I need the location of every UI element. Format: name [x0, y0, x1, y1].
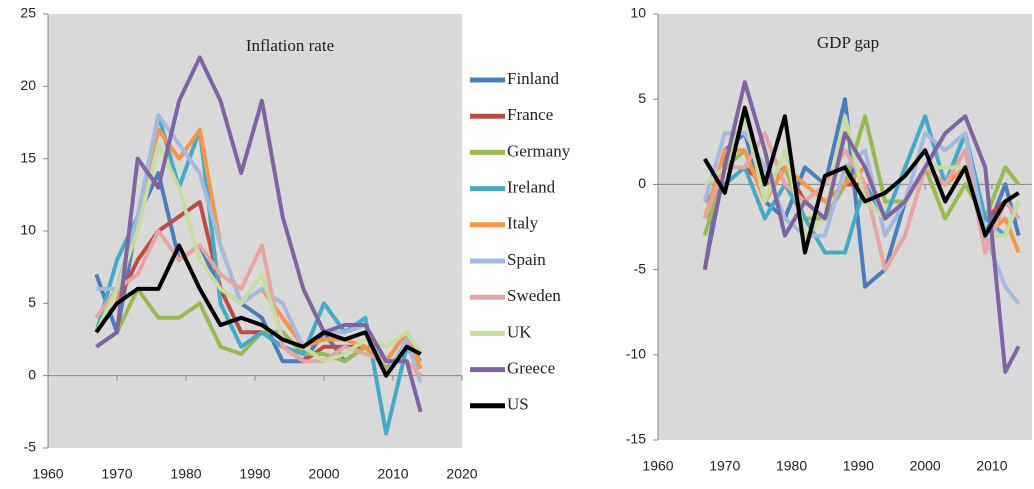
y-tick-label: 10: [20, 222, 36, 238]
x-tick-label: 2010: [377, 466, 408, 482]
chart-title: GDP gap: [817, 33, 879, 52]
series-line: [94, 243, 422, 378]
plot-area: [658, 14, 1032, 440]
y-tick-label: -15: [626, 431, 646, 447]
y-tick-label: -5: [24, 439, 37, 455]
legend-label: Spain: [507, 250, 546, 269]
series-line: [95, 55, 423, 413]
x-tick-label: 2020: [446, 466, 477, 482]
x-tick-label: 1960: [642, 458, 673, 474]
y-tick-label: 0: [638, 175, 646, 191]
legend-label: Germany: [507, 141, 571, 160]
x-tick-label: 2000: [910, 458, 941, 474]
series-line: [94, 142, 423, 364]
legend-label: Sweden: [507, 286, 561, 305]
y-tick-label: -5: [634, 260, 647, 276]
series-line: [702, 80, 1021, 374]
x-tick-label: 1960: [32, 466, 63, 482]
legend-label: Finland: [507, 69, 559, 88]
legend-label: US: [507, 395, 529, 414]
y-tick-label: 15: [20, 149, 36, 165]
series-line: [703, 105, 1020, 255]
y-tick-label: 5: [28, 294, 36, 310]
legend-label: UK: [507, 322, 532, 341]
y-tick-label: -10: [626, 346, 646, 362]
x-tick-label: 2010: [976, 458, 1007, 474]
x-tick-label: 1990: [843, 458, 874, 474]
y-tick-label: 25: [20, 5, 36, 21]
x-tick-label: 2000: [308, 466, 339, 482]
y-tick-label: 5: [638, 90, 646, 106]
y-tick-label: 20: [20, 77, 36, 93]
y-tick-label: 0: [28, 366, 36, 382]
x-tick-label: 1980: [776, 458, 807, 474]
legend-label: Ireland: [507, 178, 556, 197]
x-tick-label: 1990: [239, 466, 270, 482]
legend-label: Greece: [507, 359, 555, 378]
x-tick-label: 1970: [101, 466, 132, 482]
x-tick-label: 1970: [709, 458, 740, 474]
series-line: [94, 229, 423, 378]
y-tick-label: 10: [630, 5, 646, 21]
legend-label: Italy: [507, 214, 539, 233]
x-tick-label: 1980: [170, 466, 201, 482]
chart-title: Inflation rate: [246, 36, 334, 55]
legend-label: France: [507, 105, 553, 124]
